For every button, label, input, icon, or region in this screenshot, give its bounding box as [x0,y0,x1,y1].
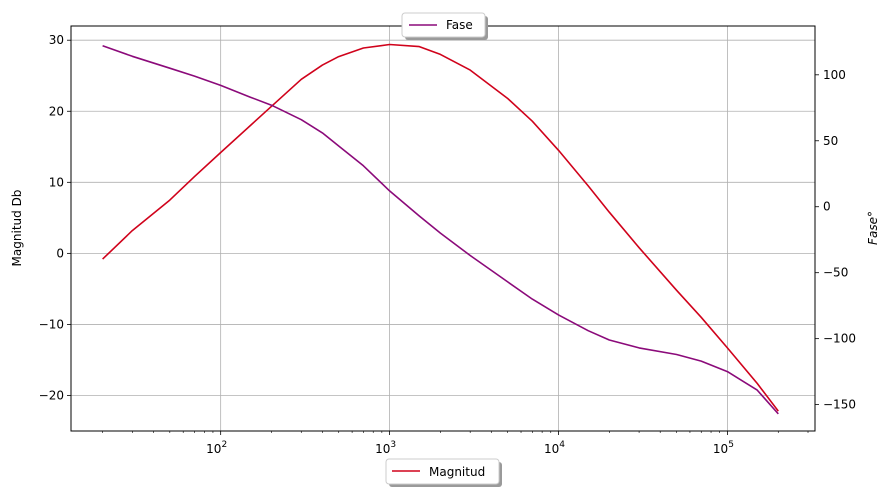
right-tick-label: −100 [823,332,856,346]
x-tick-label: 102 [206,440,227,456]
left-tick-label: −20 [39,388,64,402]
legend-magnitud: Magnitud [385,458,502,487]
left-axis-label: Magnitud Db [10,190,24,267]
series-lines [102,43,779,415]
series-line-magnitud [102,43,779,412]
x-axis: 102 103 104 105 [102,431,809,456]
right-tick-label: −150 [823,398,856,412]
left-tick-label: 20 [49,104,64,118]
left-y-axis: 30 20 10 0 −10 −20 [39,33,71,402]
left-tick-label: 30 [49,33,64,47]
left-tick-label: 0 [56,246,64,260]
right-tick-label: 50 [823,134,838,148]
legend-fase: Fase [401,12,488,40]
series-line-fase [102,45,779,415]
x-tick-label: 105 [713,440,734,456]
right-y-axis: 100 50 0 −50 −100 −150 [815,68,856,412]
legend-magnitud-box [385,458,500,485]
left-tick-label: −10 [39,317,64,331]
x-tick-label: 103 [375,440,396,456]
right-tick-label: −50 [823,266,848,280]
left-tick-label: 10 [49,175,64,189]
legend-fase-box [401,12,486,38]
x-tick-label: 104 [544,440,565,456]
legend-fase-label: Fase [446,18,473,32]
right-tick-label: 0 [823,200,831,214]
legend-magnitud-label: Magnitud [429,465,485,479]
right-tick-label: 100 [823,68,846,82]
grid-lines [71,26,815,431]
right-axis-label: Fase° [866,211,880,245]
